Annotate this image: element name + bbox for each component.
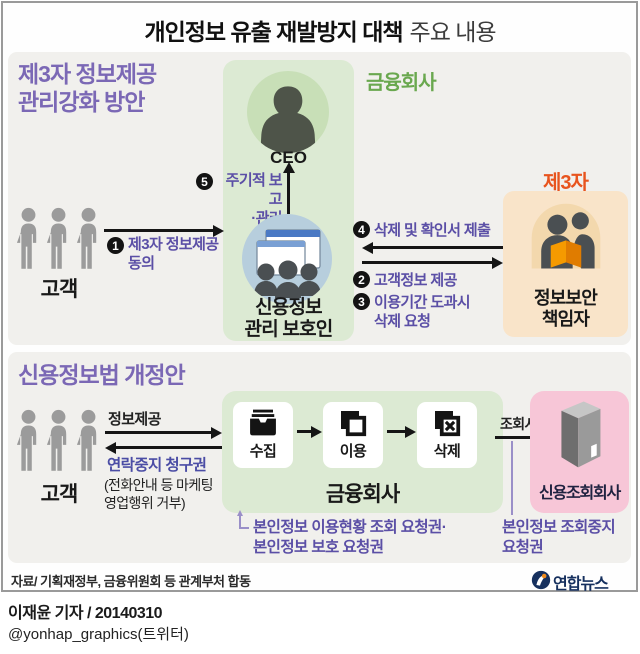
title-sub: 주요 내용 xyxy=(409,19,497,45)
credit-bureau-label: 신용조회회사 xyxy=(538,485,621,502)
ceo-silhouette-icon xyxy=(260,86,316,153)
use-tile: 이용 xyxy=(323,402,383,468)
building-3d-icon xyxy=(561,401,601,468)
use-icon xyxy=(338,408,368,438)
protector-avatar-icon xyxy=(242,214,332,304)
reporter-byline: 이재윤 기자 / 20140310 xyxy=(8,605,163,622)
delete-label: 삭제 xyxy=(433,443,461,460)
step4-badge: 4 xyxy=(353,221,370,238)
right-usage-text: 본인정보 이용현황 조회 요청권· 본인정보 보호 요청권 xyxy=(253,519,447,556)
collect-icon xyxy=(248,408,278,438)
ceo-label: CEO xyxy=(270,148,307,167)
protector-label: 신용정보 관리 보호인 xyxy=(244,297,334,340)
consent-arrow xyxy=(104,224,224,237)
provide-arrow xyxy=(105,426,222,439)
submit-confirm-arrow xyxy=(362,241,503,254)
delete-tile: 삭제 xyxy=(417,402,477,468)
twitter-handle: @yonhap_graphics(트위터) xyxy=(8,626,189,643)
stop-contact-arrow xyxy=(105,441,222,454)
delete-icon xyxy=(432,408,462,438)
security-officer-avatar-icon xyxy=(523,198,609,285)
person-icon xyxy=(45,408,72,472)
use-to-delete-arrow xyxy=(387,425,416,438)
source-note: 자료/ 기획재정부, 금융위원회 등 관계부처 합동 xyxy=(11,574,251,589)
title-main: 개인정보 유출 재발방지 대책 xyxy=(144,19,403,45)
collect-label: 수집 xyxy=(249,443,277,460)
finance-company-label-2: 금융회사 xyxy=(325,483,400,506)
collect-tile: 수집 xyxy=(233,402,293,468)
third-party-label: 제3자 xyxy=(543,172,589,194)
finance-company-label: 금융회사 xyxy=(366,72,437,94)
security-officer-label: 정보보안 책임자 xyxy=(533,288,598,329)
stop-contact-label: 연락중지 청구권 xyxy=(107,457,207,474)
collect-to-use-arrow xyxy=(297,425,322,438)
report-up-arrow xyxy=(282,162,295,214)
person-icon xyxy=(45,206,72,270)
step3-badge: 3 xyxy=(353,293,370,310)
person-icon xyxy=(75,206,102,270)
right-stop-text: 본인정보 조회중지 요청권 xyxy=(502,519,616,556)
use-label: 이용 xyxy=(339,443,367,460)
step3-text: 이용기간 도과시 삭제 요청 xyxy=(374,294,471,330)
customer-label-1: 고객 xyxy=(40,278,79,301)
customers-icons-1 xyxy=(15,206,102,270)
right-stop-connector xyxy=(511,441,513,515)
person-icon xyxy=(15,408,42,472)
yonhap-logo-icon xyxy=(531,570,551,595)
ceo-avatar-icon xyxy=(247,71,329,153)
stop-contact-note: (전화안내 등 마케팅 영업행위 거부) xyxy=(104,477,213,511)
right-usage-connector-v xyxy=(237,510,242,528)
monitors-people-icon xyxy=(254,229,321,298)
step1-badge: 1 xyxy=(107,237,124,254)
person-icon xyxy=(75,408,102,472)
step5-badge: 5 xyxy=(196,173,213,190)
yonhap-globe-icon xyxy=(531,570,551,590)
step1-text: 제3자 정보제공 동의 xyxy=(128,236,219,272)
inquiry-label: 조회시 xyxy=(500,416,537,432)
provide-label: 정보제공 xyxy=(108,411,161,428)
building-icon xyxy=(554,396,606,477)
section2-heading: 신용정보법 개정안 xyxy=(18,362,186,388)
right-usage-connector-h xyxy=(239,527,249,529)
page-title: 개인정보 유출 재발방지 대책 주요 내용 xyxy=(0,13,640,47)
step2-text: 고객정보 제공 xyxy=(374,272,457,289)
customers-icons-2 xyxy=(15,408,102,472)
section1-heading: 제3자 정보제공 관리강화 방안 xyxy=(18,61,157,115)
readers-book-icon xyxy=(531,203,601,269)
person-icon xyxy=(15,206,42,270)
step4-text: 삭제 및 확인서 제출 xyxy=(374,222,491,239)
provide-info-arrow xyxy=(362,256,503,269)
agency-name: 연합뉴스 xyxy=(553,576,609,593)
customer-label-2: 고객 xyxy=(40,483,79,506)
step2-badge: 2 xyxy=(353,271,370,288)
